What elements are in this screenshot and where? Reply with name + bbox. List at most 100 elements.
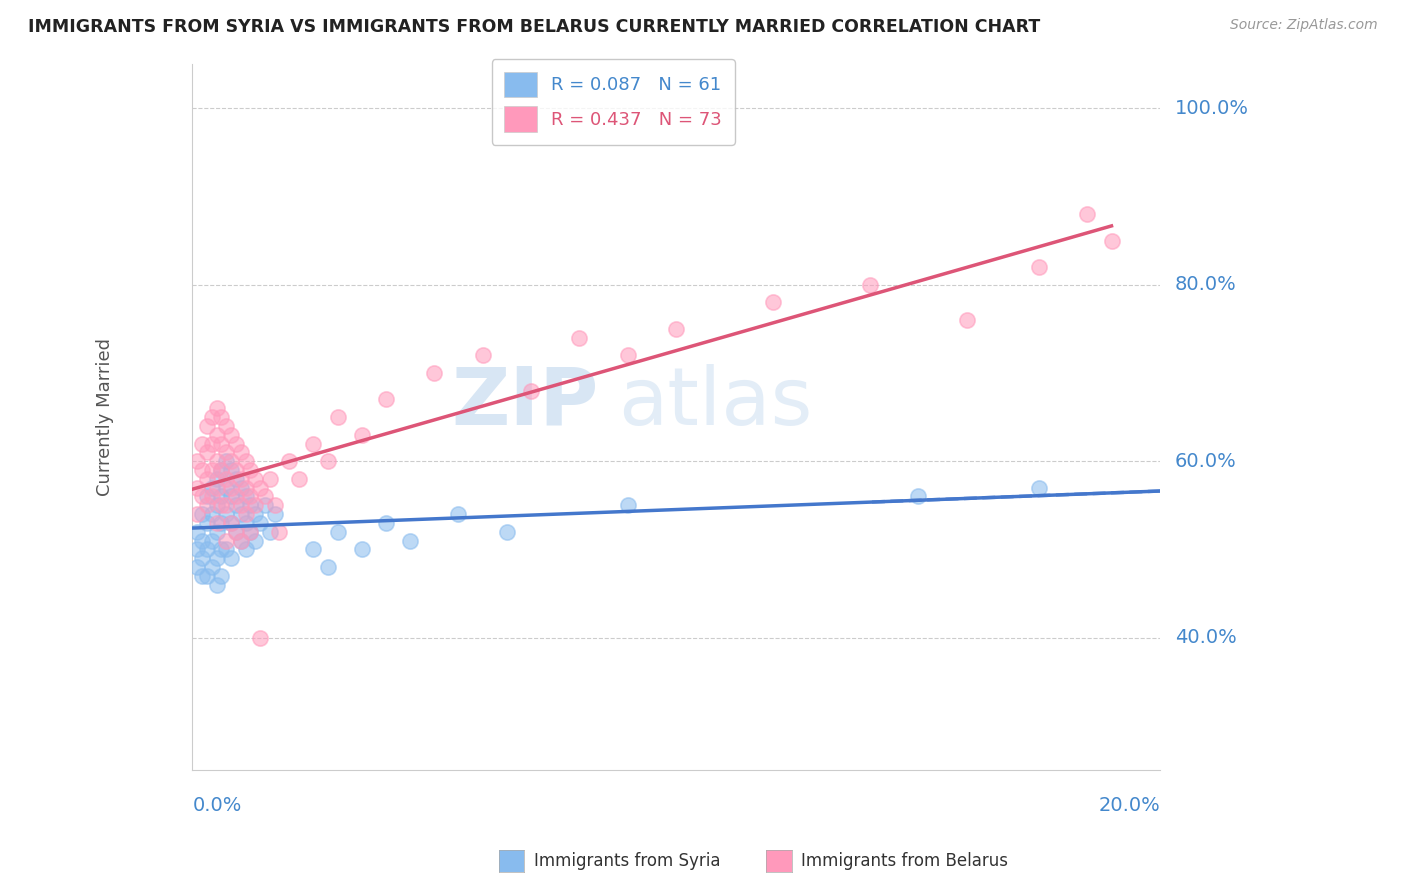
Point	[205, 551, 228, 566]
Point	[191, 569, 214, 583]
Point	[186, 507, 208, 521]
Point	[263, 507, 285, 521]
Point	[191, 436, 214, 450]
Point	[239, 524, 262, 539]
Point	[215, 472, 238, 486]
Legend: R = 0.087   N = 61, R = 0.437   N = 73: R = 0.087 N = 61, R = 0.437 N = 73	[492, 59, 735, 145]
Point	[205, 524, 228, 539]
Point	[239, 490, 262, 504]
Point	[205, 401, 228, 416]
Point	[215, 481, 238, 495]
Point	[316, 454, 339, 468]
Point	[955, 313, 977, 327]
Point	[229, 533, 252, 548]
Point	[762, 295, 785, 310]
Point	[225, 524, 247, 539]
Point	[617, 498, 640, 512]
Point	[219, 490, 242, 504]
Point	[423, 366, 446, 380]
Point	[201, 410, 224, 425]
Text: Immigrants from Syria: Immigrants from Syria	[534, 852, 721, 870]
Point	[219, 516, 242, 530]
Point	[201, 463, 224, 477]
Point	[225, 463, 247, 477]
Point	[195, 418, 218, 433]
Point	[235, 507, 257, 521]
Point	[205, 481, 228, 495]
Point	[617, 348, 640, 362]
Point	[215, 445, 238, 459]
Point	[229, 472, 252, 486]
Point	[209, 463, 232, 477]
Point	[235, 542, 257, 557]
Point	[209, 516, 232, 530]
Point	[326, 524, 349, 539]
Point	[568, 331, 591, 345]
Point	[205, 516, 228, 530]
Point	[859, 277, 882, 292]
Point	[195, 542, 218, 557]
Point	[209, 498, 232, 512]
Point	[215, 507, 238, 521]
Point	[1076, 207, 1098, 221]
Point	[215, 418, 238, 433]
Point	[191, 463, 214, 477]
Point	[399, 533, 422, 548]
Text: 100.0%: 100.0%	[1174, 99, 1249, 118]
Point	[665, 322, 688, 336]
Point	[245, 533, 267, 548]
Text: 0.0%: 0.0%	[193, 797, 242, 815]
Point	[447, 507, 470, 521]
Point	[302, 436, 325, 450]
Point	[195, 498, 218, 512]
Point	[225, 490, 247, 504]
Point	[249, 481, 271, 495]
Point	[219, 427, 242, 442]
Point	[239, 524, 262, 539]
Point	[235, 454, 257, 468]
Point	[205, 577, 228, 591]
Point	[191, 507, 214, 521]
Text: 60.0%: 60.0%	[1174, 451, 1236, 471]
Point	[245, 472, 267, 486]
Point	[235, 516, 257, 530]
Point	[245, 498, 267, 512]
Point	[350, 542, 373, 557]
Point	[471, 348, 494, 362]
Point	[195, 569, 218, 583]
Point	[195, 490, 218, 504]
Point	[225, 472, 247, 486]
Point	[205, 427, 228, 442]
Point	[195, 445, 218, 459]
Point	[253, 490, 276, 504]
Point	[259, 472, 281, 486]
Point	[496, 524, 519, 539]
Point	[209, 463, 232, 477]
Point	[374, 392, 396, 407]
Point	[191, 533, 214, 548]
Point	[225, 436, 247, 450]
Point	[205, 498, 228, 512]
Point	[209, 490, 232, 504]
Point	[219, 481, 242, 495]
Point	[302, 542, 325, 557]
Point	[219, 463, 242, 477]
Point	[263, 498, 285, 512]
Point	[215, 454, 238, 468]
Point	[245, 507, 267, 521]
Point	[907, 490, 929, 504]
Point	[186, 560, 208, 574]
Text: Source: ZipAtlas.com: Source: ZipAtlas.com	[1230, 18, 1378, 32]
Point	[209, 436, 232, 450]
Text: Currently Married: Currently Married	[96, 338, 114, 496]
Point	[201, 490, 224, 504]
Point	[201, 560, 224, 574]
Point	[278, 454, 301, 468]
Text: IMMIGRANTS FROM SYRIA VS IMMIGRANTS FROM BELARUS CURRENTLY MARRIED CORRELATION C: IMMIGRANTS FROM SYRIA VS IMMIGRANTS FROM…	[28, 18, 1040, 36]
Point	[215, 542, 238, 557]
Point	[225, 498, 247, 512]
Point	[205, 472, 228, 486]
Point	[259, 524, 281, 539]
Point	[239, 498, 262, 512]
Text: 40.0%: 40.0%	[1174, 628, 1236, 647]
